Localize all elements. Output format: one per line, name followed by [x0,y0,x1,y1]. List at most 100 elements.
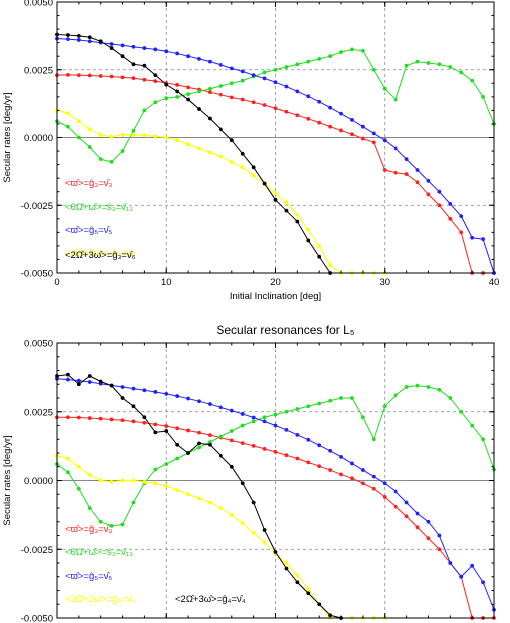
data-point [153,79,158,84]
y-tick-label: -0.0025 [21,201,53,212]
data-point [208,402,212,406]
data-point [109,417,114,422]
data-point [251,415,256,420]
data-point [98,39,103,44]
data-point [240,165,245,170]
data-point [448,216,453,221]
data-point [328,468,333,472]
data-point [382,495,387,499]
data-point [317,57,322,61]
data-point [76,382,81,387]
data-point [306,404,311,409]
data-point [76,135,81,140]
data-point [98,519,103,524]
data-point [153,430,158,435]
data-point [153,134,158,139]
data-point [273,67,278,72]
data-point [66,72,70,77]
data-point [350,396,354,400]
data-point [284,200,289,205]
data-point [371,131,376,136]
data-point [153,467,158,472]
data-point [229,138,234,143]
data-point [437,189,442,194]
data-point [87,145,92,149]
data-point [273,412,278,417]
data-point [404,172,409,176]
data-point [186,451,191,455]
data-point [218,154,223,159]
data-point [393,146,398,151]
data-point [437,533,442,538]
y-axis-label: Secular rates [deg/yr] [2,92,13,182]
data-point [87,506,92,510]
data-point [109,46,114,50]
data-point [415,525,420,530]
data-point [240,481,245,486]
data-point [273,197,278,202]
data-point [306,437,311,442]
legend-entry: <ϖ̂>=ĝ₅=ν̂₅ [65,225,112,236]
data-point [306,59,311,64]
data-point [142,420,147,425]
data-point [120,385,125,389]
data-point [251,500,256,505]
data-point [87,127,92,132]
data-point [404,63,409,68]
data-point [361,415,365,420]
data-point [240,97,245,102]
data-point [251,419,256,424]
data-point [131,62,136,67]
y-tick-label: 0.0025 [24,65,53,76]
data-point [240,423,245,428]
data-point [131,478,136,483]
data-point [186,92,191,97]
data-point [251,443,256,448]
data-point [382,138,387,143]
legend-entry: <2Ω̂+3ω̂>=ĝ₃=ν̂₆ [65,250,136,261]
data-point [459,214,464,218]
data-point [470,78,475,83]
data-point [120,149,125,153]
legend-entry: <2Ω̂+3ω̂>=ĝ₄=ν̂₄ [175,594,246,605]
series-4 [55,108,387,275]
data-point [229,512,234,517]
data-point [251,173,256,178]
data-point [142,133,147,138]
data-point [426,385,431,389]
data-point [339,128,343,133]
data-point [153,390,158,394]
data-point [361,136,365,141]
data-point [109,523,114,528]
data-point [426,61,431,65]
data-point [295,219,300,224]
data-point [415,180,420,185]
chart-panel-2: -0.0050 -0.0025 0.0000 0.0025 0.0050 Secular … [2,323,496,623]
data-point [382,86,387,91]
data-point [131,44,136,49]
data-point [251,73,256,78]
data-point [371,140,376,145]
data-point [426,178,431,183]
data-point [153,73,158,78]
data-point [208,440,212,444]
data-point [339,396,343,400]
data-point [459,70,464,75]
data-point [284,561,289,565]
data-point [306,460,311,465]
data-point [262,70,267,75]
data-point [448,201,453,206]
data-point [295,432,300,437]
data-point [251,100,256,105]
data-point [459,574,464,579]
series-1 [55,415,496,620]
data-point [76,415,81,420]
data-point [470,563,475,568]
x-tick-label: 30 [379,277,390,288]
data-point [328,613,333,618]
data-point [164,429,169,433]
data-point [240,78,245,83]
data-point [306,238,311,243]
data-point [481,580,485,585]
data-point [87,35,92,40]
